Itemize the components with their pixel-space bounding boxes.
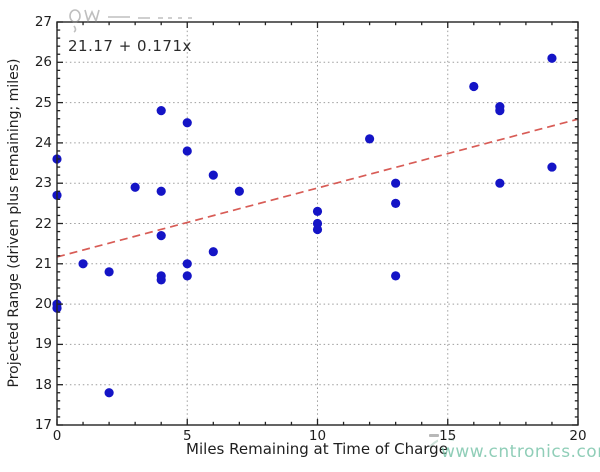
- data-point: [469, 81, 479, 92]
- y-tick-label: 17: [34, 417, 52, 433]
- data-point: [78, 259, 88, 269]
- y-tick-label: 22: [34, 215, 52, 232]
- y-tick-label: 27: [34, 14, 52, 30]
- data-point: [208, 170, 218, 180]
- x-axis-title: Miles Remaining at Time of Charge: [186, 440, 448, 458]
- data-point: [130, 182, 140, 192]
- y-tick-label: 19: [34, 336, 52, 353]
- data-point: [104, 267, 114, 277]
- axes-border: [56, 21, 579, 426]
- data-point: [391, 271, 401, 281]
- y-tick-label: 24: [34, 134, 52, 151]
- data-point: [547, 53, 557, 63]
- data-point: [156, 186, 166, 196]
- trend-equation-label: 21.17 + 0.171x: [68, 37, 192, 55]
- watermark-removal-artifact: [429, 434, 439, 437]
- data-point: [234, 186, 244, 196]
- data-point: [208, 247, 218, 257]
- watermark-text: www.cntronics.com: [441, 442, 600, 462]
- data-point: [365, 134, 375, 144]
- data-point: [182, 259, 192, 269]
- watermark-removal-artifact: [438, 428, 448, 443]
- data-point: [182, 118, 192, 128]
- data-point: [391, 198, 401, 208]
- data-point: [156, 106, 166, 116]
- x-tick-label: 15: [439, 428, 457, 444]
- x-tick-label: 0: [52, 428, 62, 444]
- watermark-removal-artifact: [69, 9, 81, 23]
- y-tick-label: 20: [34, 296, 52, 313]
- data-point: [312, 206, 323, 217]
- y-tick-label: 26: [34, 54, 52, 71]
- y-tick-label: 23: [34, 175, 52, 192]
- x-tick-label: 5: [182, 428, 192, 444]
- watermark-removal-artifact: [84, 9, 100, 24]
- data-point: [391, 178, 401, 188]
- watermark-removal-artifact: [108, 16, 192, 19]
- y-tick-label: 21: [34, 255, 52, 272]
- y-tick-label: 25: [34, 94, 52, 111]
- y-tick-label: 18: [34, 376, 52, 393]
- data-point: [495, 178, 505, 188]
- trend-line: [56, 118, 579, 258]
- x-tick-label: 20: [569, 428, 587, 444]
- watermark-removal-artifact: [73, 25, 77, 33]
- data-point: [312, 224, 323, 235]
- data-point: [156, 230, 166, 241]
- data-point: [182, 146, 192, 156]
- data-point: [182, 271, 192, 281]
- data-point: [495, 106, 505, 116]
- data-point: [547, 162, 557, 172]
- data-point: [156, 275, 166, 285]
- data-point: [104, 388, 114, 398]
- x-tick-label: 10: [308, 428, 327, 444]
